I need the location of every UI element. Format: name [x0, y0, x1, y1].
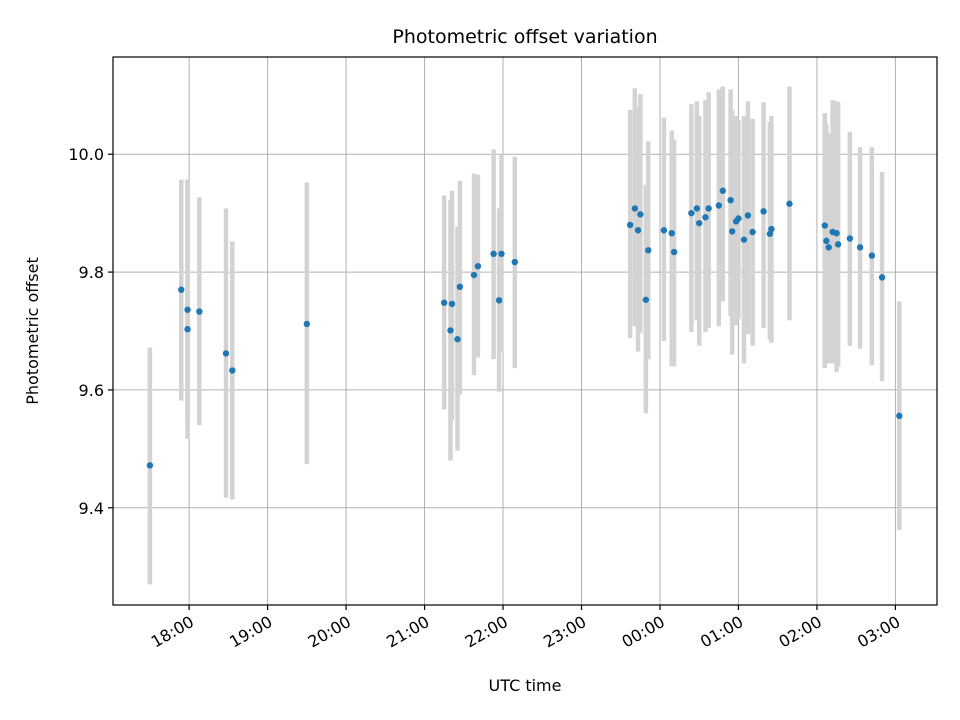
chart-title: Photometric offset variation [392, 26, 657, 48]
data-point [868, 252, 876, 259]
y-tick-label: 9.4 [79, 499, 104, 518]
data-point [634, 227, 642, 234]
data-point [728, 228, 736, 235]
data-point [474, 262, 482, 270]
data-point [642, 296, 650, 303]
data-point [693, 205, 701, 212]
data-point [645, 247, 652, 254]
data-point [833, 229, 840, 237]
y-tick-label: 10.0 [68, 145, 104, 164]
data-point [196, 308, 203, 315]
data-points [146, 187, 903, 469]
data-point [696, 219, 703, 227]
data-point [825, 244, 832, 251]
data-point [184, 326, 191, 333]
data-point [896, 412, 903, 420]
data-point [660, 227, 668, 234]
y-axis-label: Photometric offset [23, 257, 42, 405]
data-point [702, 214, 709, 221]
data-point [749, 228, 756, 236]
data-point [705, 205, 712, 212]
data-point [146, 462, 154, 469]
y-tick-label: 9.8 [79, 263, 104, 282]
data-point [834, 241, 842, 248]
data-point [735, 215, 742, 222]
data-point [744, 212, 752, 219]
plot-area-frame [112, 56, 938, 606]
data-point [626, 221, 634, 229]
data-point [447, 327, 454, 334]
data-point [454, 336, 461, 343]
data-point [821, 222, 828, 229]
data-point [303, 320, 311, 328]
data-point [786, 200, 793, 207]
data-point [637, 211, 644, 218]
y-axis-ticks: 9.4 9.6 9.8 10.0 [68, 145, 113, 518]
data-point [688, 209, 695, 217]
data-point [878, 274, 886, 281]
data-point [222, 350, 230, 357]
data-point [856, 244, 864, 251]
data-point [440, 299, 448, 306]
data-point [229, 367, 236, 374]
y-tick-label: 9.6 [79, 381, 104, 400]
data-point [631, 205, 639, 212]
data-point [448, 300, 456, 308]
data-point [668, 229, 675, 237]
data-point [495, 297, 503, 304]
data-point [768, 225, 775, 233]
data-point [760, 208, 767, 215]
data-point [740, 236, 748, 243]
data-point [470, 271, 478, 279]
data-point [511, 258, 518, 266]
data-point [715, 202, 723, 209]
data-point [727, 196, 734, 204]
data-point [498, 250, 505, 258]
data-point [823, 237, 830, 245]
x-axis-label: UTC time [489, 676, 562, 695]
data-point [184, 306, 191, 313]
data-point [490, 250, 497, 258]
data-point [456, 283, 464, 291]
data-point [670, 248, 678, 256]
data-point [178, 286, 185, 293]
data-point [846, 235, 854, 242]
data-point [719, 187, 726, 194]
